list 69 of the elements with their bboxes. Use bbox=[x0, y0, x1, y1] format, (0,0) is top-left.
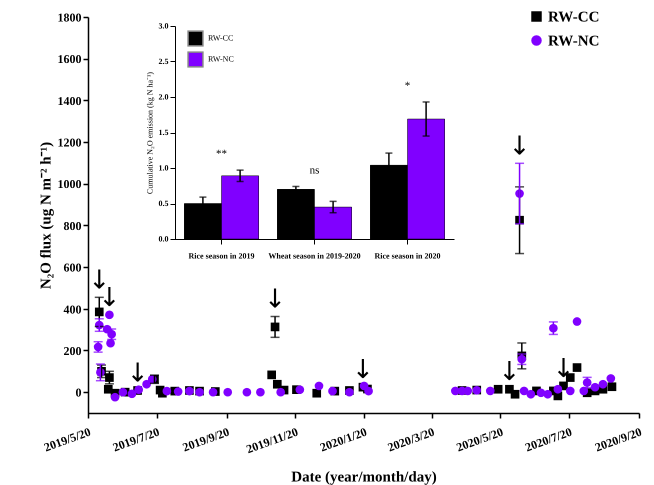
point bbox=[590, 382, 600, 392]
annotation: ↓ bbox=[498, 357, 520, 388]
point bbox=[270, 322, 280, 332]
point bbox=[598, 380, 608, 389]
y-tick-label: 400 bbox=[64, 302, 82, 316]
annotation: ↓ bbox=[264, 284, 286, 314]
point bbox=[267, 370, 276, 380]
y-tick-label: 3.0 bbox=[158, 22, 168, 30]
annotation: ↓ bbox=[508, 131, 530, 162]
point bbox=[208, 388, 218, 396]
point bbox=[118, 388, 128, 396]
point bbox=[276, 388, 286, 396]
point bbox=[174, 387, 182, 396]
point bbox=[223, 388, 232, 396]
point bbox=[128, 390, 136, 398]
annotation: ↓ bbox=[552, 354, 574, 384]
legend-label: RW-NC bbox=[208, 54, 234, 64]
y-axis-title: Cumulative N₂O emission (kg N ha⁻¹) bbox=[146, 72, 154, 194]
point bbox=[312, 388, 322, 398]
annotation: ns bbox=[310, 164, 320, 176]
y-tick-label: 1800 bbox=[58, 10, 82, 24]
point bbox=[256, 388, 265, 396]
x-tick-label: Wheat season in 2019-2020 bbox=[268, 252, 361, 260]
x-tick-label: Rice season in 2019 bbox=[188, 252, 254, 260]
y-tick-label: 600 bbox=[64, 260, 82, 275]
point bbox=[106, 338, 115, 348]
y-tick-label: 1.0 bbox=[158, 164, 168, 172]
point bbox=[314, 382, 324, 390]
point bbox=[572, 363, 582, 372]
annotation: ↓ bbox=[126, 358, 148, 388]
legend-label: RW-NC bbox=[548, 34, 600, 50]
x-axis-title: Date (year/month/day) bbox=[291, 469, 437, 485]
y-tick-label: 800 bbox=[64, 218, 82, 233]
y-tick-label: 0.5 bbox=[158, 199, 168, 208]
legend-label: RW-CC bbox=[548, 10, 600, 26]
point bbox=[242, 388, 252, 396]
point bbox=[526, 390, 536, 399]
annotation: * bbox=[404, 80, 410, 92]
point bbox=[162, 386, 172, 396]
legend-label: RW-CC bbox=[208, 34, 234, 42]
point bbox=[572, 317, 582, 326]
point bbox=[608, 382, 616, 392]
y-tick-label: 1600 bbox=[58, 52, 82, 66]
point bbox=[142, 380, 151, 389]
y-tick-label: 1.5 bbox=[158, 128, 168, 137]
y-axis-title: N₂O flux (ug N m⁻² h⁻¹) bbox=[38, 142, 54, 290]
y-tick-label: 0.0 bbox=[158, 234, 168, 244]
point bbox=[110, 392, 120, 402]
point bbox=[566, 386, 575, 396]
annotation: ↓ bbox=[352, 355, 374, 386]
point bbox=[105, 310, 114, 320]
y-tick-label: 0 bbox=[76, 386, 82, 400]
point bbox=[543, 390, 552, 399]
point bbox=[510, 390, 520, 399]
point bbox=[520, 386, 528, 396]
y-tick-label: 1000 bbox=[58, 177, 82, 192]
y-tick-label: 1200 bbox=[58, 136, 82, 150]
y-tick-label: 1400 bbox=[58, 94, 82, 108]
y-tick-label: 200 bbox=[64, 344, 82, 358]
y-tick-label: 2.0 bbox=[158, 92, 168, 102]
point bbox=[494, 384, 502, 394]
x-tick-label: Rice season in 2020 bbox=[374, 252, 440, 260]
y-tick-label: 2.5 bbox=[158, 57, 168, 66]
point bbox=[554, 384, 562, 394]
point bbox=[486, 386, 495, 396]
point bbox=[328, 386, 337, 396]
point bbox=[296, 385, 304, 394]
annotation: ** bbox=[216, 148, 227, 160]
point bbox=[606, 374, 616, 383]
